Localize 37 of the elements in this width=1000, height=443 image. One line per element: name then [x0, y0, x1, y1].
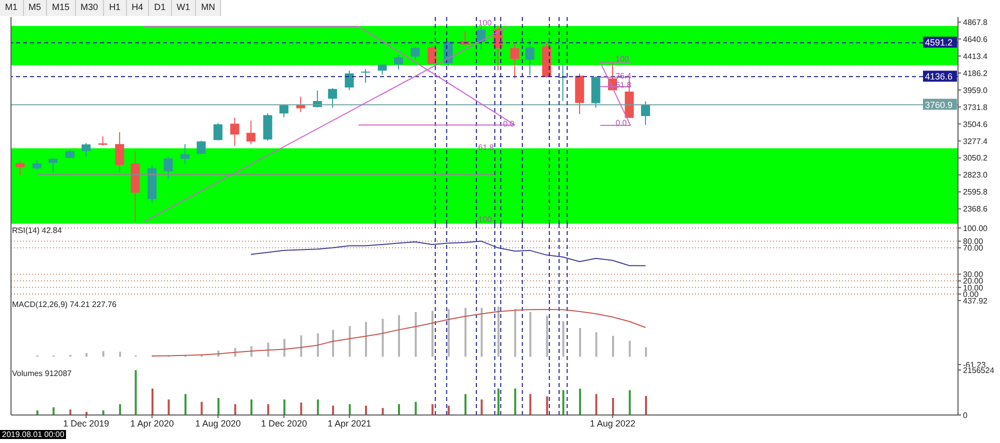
annotation: 100 — [478, 215, 492, 224]
y-tick-label: 100.00 — [963, 224, 988, 233]
x-tick-label: 1 Apr 2021 — [328, 418, 372, 428]
y-tick-label: 2823.0 — [963, 170, 988, 180]
y-tick-label: 0.00 — [963, 290, 980, 299]
y-tick-label: 4640.6 — [963, 34, 988, 44]
annotation: 100 — [478, 18, 492, 28]
y-tick-label: 3959.0 — [963, 86, 988, 95]
y-tick-label: 2595.8 — [963, 188, 988, 197]
chart-title: Volumes 912087 — [12, 369, 72, 378]
y-tick-label: 4186.2 — [963, 68, 988, 78]
timeframe-toolbar: M1 M5 M15 M30 H1 H4 D1 W1 MN — [0, 0, 222, 16]
chart-title: MACD(12,26,9) 74.21 227.76 — [12, 300, 117, 309]
annotation: 100 — [616, 54, 630, 64]
y-tick-label: 20.00 — [963, 276, 984, 286]
y-tick-label: 3050.2 — [963, 154, 988, 163]
ref-line-label: 4136.6 — [925, 72, 953, 82]
y-tick-label: 437.92 — [963, 296, 988, 306]
ref-line-label: 4591.2 — [925, 38, 953, 48]
y-tick-label: 4413.4 — [963, 52, 988, 61]
chart-title: RSI(14) 42.84 — [12, 226, 62, 235]
x-tick-label: 1 Dec 2019 — [63, 418, 110, 428]
y-tick-label: 0 — [963, 410, 968, 420]
y-tick-label: 2368.6 — [963, 204, 988, 214]
text: 2019.08.01 00:00 — [0, 430, 66, 439]
y-tick-label: 4867.8 — [963, 18, 988, 27]
ref-line-label: 3760.9 — [925, 100, 953, 110]
y-tick-label: 3277.4 — [963, 136, 988, 146]
x-tick-label: 1 Aug 2022 — [590, 418, 636, 428]
y-tick-label: 3504.6 — [963, 120, 988, 129]
y-tick-label: 70.00 — [963, 244, 984, 253]
x-tick-label: 1 Apr 2020 — [130, 418, 174, 428]
y-tick-label: 10.00 — [963, 283, 984, 292]
y-tick-label: 3731.8 — [963, 102, 988, 112]
x-tick-label: 1 Aug 2020 — [195, 418, 241, 428]
y-tick-label: 2156524 — [963, 366, 995, 375]
x-tick-label: 1 Dec 2020 — [260, 418, 307, 428]
